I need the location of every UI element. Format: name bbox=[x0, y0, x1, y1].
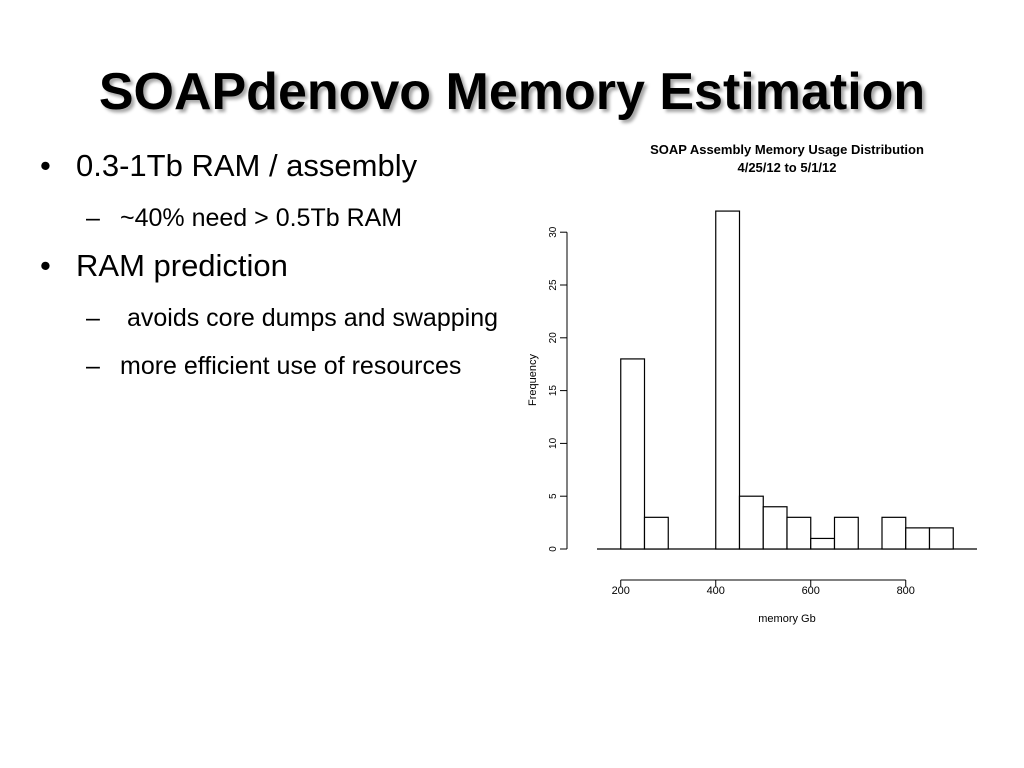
histogram-bar bbox=[881, 516, 907, 550]
sub-bullet-text: more efficient use of resources bbox=[120, 352, 462, 380]
sub-bullet-dash: – bbox=[86, 304, 100, 332]
sub-bullet-dash: – bbox=[86, 352, 100, 380]
sub-bullet-percent-need: – ~40% need > 0.5Tb RAM bbox=[36, 198, 506, 238]
x-axis: 200 400 600 800 bbox=[612, 579, 915, 597]
histogram-bar bbox=[786, 516, 812, 550]
y-tick-label: 0 bbox=[548, 546, 559, 552]
bullet-dot: • bbox=[40, 148, 51, 183]
y-tick-label: 20 bbox=[548, 332, 559, 344]
memory-histogram: SOAP Assembly Memory Usage Distribution … bbox=[527, 142, 977, 625]
y-tick-label: 5 bbox=[548, 493, 559, 499]
y-axis-label: Frequency bbox=[527, 354, 539, 406]
y-tick-label: 30 bbox=[548, 226, 559, 238]
chart-subtitle: 4/25/12 to 5/1/12 bbox=[737, 160, 836, 175]
histogram-bar bbox=[905, 527, 931, 550]
y-tick-label: 25 bbox=[548, 279, 559, 291]
histogram-bar bbox=[643, 516, 669, 550]
bullet-ram-per-assembly: • 0.3-1Tb RAM / assembly bbox=[36, 146, 506, 186]
sub-bullet-dash: – bbox=[86, 204, 100, 232]
x-axis-label: memory Gb bbox=[758, 613, 815, 625]
bullet-text: 0.3-1Tb RAM / assembly bbox=[76, 148, 418, 183]
x-tick-label: 400 bbox=[707, 585, 725, 597]
bullet-ram-prediction: • RAM prediction bbox=[36, 246, 506, 286]
bullet-dot: • bbox=[40, 248, 51, 283]
histogram-bar bbox=[833, 516, 859, 550]
histogram-bar bbox=[715, 210, 741, 550]
bullet-text: RAM prediction bbox=[76, 248, 288, 283]
histogram-bar bbox=[928, 527, 954, 550]
histogram-bar bbox=[738, 495, 764, 550]
sub-bullet-text: avoids core dumps and swapping bbox=[120, 304, 499, 332]
y-tick-label: 10 bbox=[548, 437, 559, 449]
x-tick-label: 600 bbox=[802, 585, 820, 597]
y-tick-label: 15 bbox=[548, 385, 559, 397]
y-axis: 0 5 10 15 20 25 30 bbox=[548, 226, 568, 552]
histogram-bar bbox=[620, 358, 646, 550]
sub-bullet-core-dumps: – avoids core dumps and swapping bbox=[36, 298, 506, 338]
histogram-bars bbox=[597, 210, 977, 550]
bullet-list: • 0.3-1Tb RAM / assembly – ~40% need > 0… bbox=[36, 146, 506, 394]
histogram-bar bbox=[810, 537, 836, 550]
x-tick-label: 200 bbox=[612, 585, 630, 597]
x-tick-label: 800 bbox=[897, 585, 915, 597]
sub-bullet-efficient-use: – more efficient use of resources bbox=[36, 346, 506, 386]
slide-title: SOAPdenovo Memory Estimation bbox=[98, 63, 926, 121]
histogram-bar bbox=[762, 506, 788, 550]
chart-title: SOAP Assembly Memory Usage Distribution bbox=[650, 142, 924, 157]
sub-bullet-text: ~40% need > 0.5Tb RAM bbox=[120, 204, 403, 232]
